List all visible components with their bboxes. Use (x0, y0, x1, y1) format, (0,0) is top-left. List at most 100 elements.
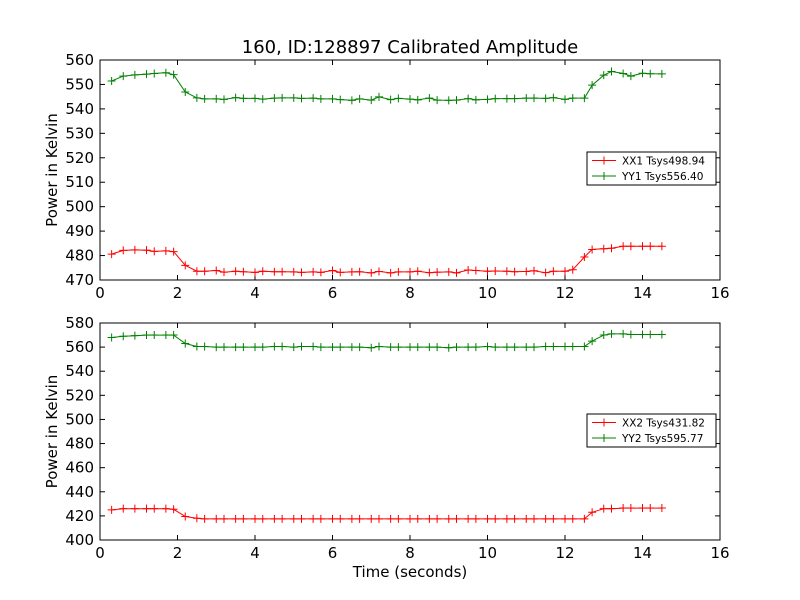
data-point (588, 81, 597, 90)
data-point (607, 244, 616, 253)
data-point (561, 267, 569, 276)
data-point (413, 267, 422, 276)
x-tick-label: 12 (555, 544, 574, 562)
data-point (130, 70, 139, 79)
data-point (502, 267, 511, 276)
data-point (386, 343, 395, 352)
data-point (212, 266, 221, 275)
data-point (270, 514, 279, 523)
data-point (464, 94, 473, 103)
data-point (588, 337, 597, 346)
data-point (142, 246, 151, 255)
data-point (568, 265, 577, 274)
data-point (561, 95, 569, 104)
data-point (130, 504, 139, 513)
data-point (568, 514, 577, 523)
data-point (483, 267, 492, 276)
data-point (433, 514, 442, 523)
data-point (336, 514, 345, 523)
data-point (119, 332, 128, 341)
data-point (541, 268, 550, 277)
legend-box (586, 413, 717, 448)
data-point (336, 95, 345, 104)
data-point (130, 245, 139, 254)
data-point (452, 96, 461, 105)
data-point (251, 343, 259, 352)
data-point (181, 512, 190, 521)
data-point (355, 514, 364, 523)
data-point (491, 94, 500, 103)
data-point (375, 92, 383, 101)
data-point (626, 72, 635, 81)
data-point (316, 94, 325, 103)
x-axis-label: Time (seconds) (352, 563, 468, 581)
data-point (561, 342, 569, 351)
x-tick-label: 12 (555, 284, 574, 302)
data-point (142, 70, 151, 79)
data-point (607, 329, 616, 338)
y-tick-label: 520 (65, 386, 94, 404)
legend-box (586, 151, 717, 186)
data-point (549, 342, 558, 351)
data-point (347, 96, 356, 105)
data-point (599, 71, 608, 80)
data-point (425, 94, 434, 103)
data-point (580, 94, 589, 103)
data-point (239, 267, 248, 276)
data-point (328, 94, 337, 103)
data-point (367, 514, 376, 523)
data-point (200, 514, 209, 523)
data-point (231, 93, 240, 102)
legend-marker (600, 156, 608, 165)
data-point (309, 342, 318, 351)
data-point (425, 343, 434, 352)
data-point (200, 342, 209, 351)
y-tick-label: 400 (65, 531, 94, 549)
data-point (316, 268, 325, 277)
data-point (258, 514, 267, 523)
data-point (433, 96, 442, 105)
y-tick-label: 540 (65, 362, 94, 380)
x-tick-label: 16 (710, 544, 729, 562)
data-point (161, 331, 170, 340)
data-point (580, 253, 589, 262)
data-point (510, 94, 519, 103)
y-tick-label: 550 (65, 75, 94, 93)
data-point (522, 343, 531, 352)
data-point (619, 504, 628, 513)
data-point (212, 514, 221, 523)
data-point (316, 514, 325, 523)
data-point (169, 505, 178, 514)
data-point (522, 94, 531, 103)
data-point (394, 514, 403, 523)
data-point (258, 343, 267, 352)
data-point (107, 333, 116, 342)
data-point (444, 514, 453, 523)
x-tick-label: 8 (405, 544, 415, 562)
data-point (657, 504, 666, 513)
data-point (599, 504, 608, 513)
data-point (646, 242, 655, 251)
data-point (510, 343, 519, 352)
data-point (599, 331, 608, 340)
bottom-panel: 0 2 4 6 8 10 12 14 16 400 420 440 460 480 500 520 540 560… (43, 314, 730, 581)
data-point (549, 267, 558, 276)
data-point (355, 343, 364, 352)
axes-frame (99, 322, 721, 541)
data-point (119, 246, 128, 255)
data-point (278, 93, 287, 102)
data-point (568, 342, 577, 351)
data-point (142, 504, 151, 513)
data-point (413, 95, 422, 104)
data-point (169, 331, 178, 340)
data-point (657, 69, 666, 78)
data-point (150, 69, 159, 78)
data-point (483, 342, 492, 351)
y-tick-label: 580 (65, 314, 94, 332)
data-point (530, 266, 538, 275)
y-tick-label: 530 (65, 124, 94, 142)
data-point (258, 95, 267, 104)
data-point (355, 94, 364, 103)
data-point (239, 94, 248, 103)
data-point (425, 514, 434, 523)
